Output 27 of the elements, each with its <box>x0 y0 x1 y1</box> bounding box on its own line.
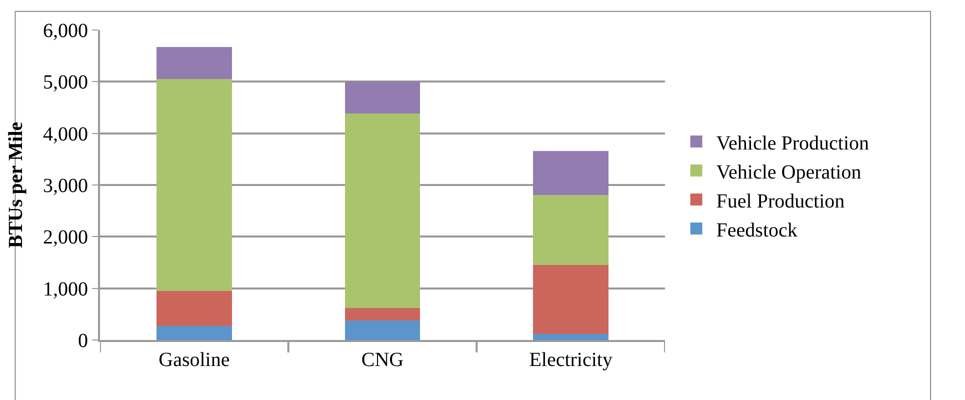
y-tick-label: 5,000 <box>43 72 88 94</box>
x-tick-label: Electricity <box>529 349 612 371</box>
bar <box>533 195 608 265</box>
bar <box>344 320 420 340</box>
bar <box>156 326 232 340</box>
x-tick-label: Gasoline <box>158 349 230 371</box>
legend-label: Vehicle Production <box>716 132 870 154</box>
y-axis-title: BTUs per Mile <box>5 122 27 248</box>
y-tick-label: 3,000 <box>43 175 88 197</box>
bar <box>344 82 420 114</box>
bar <box>533 151 608 196</box>
y-tick-label: 4,000 <box>43 123 88 146</box>
bar <box>344 114 420 308</box>
y-tick-label: 2,000 <box>43 226 88 249</box>
bar <box>156 47 232 80</box>
legend-label: Vehicle Operation <box>716 161 862 184</box>
y-tick-label: 1,000 <box>43 278 88 300</box>
bar <box>533 264 608 334</box>
bar <box>156 79 232 291</box>
y-tick-label: 0 <box>78 330 88 352</box>
bar <box>533 334 608 340</box>
bar <box>344 308 420 320</box>
bar <box>156 290 232 326</box>
legend-label: Feedstock <box>716 219 798 242</box>
y-tick-label: 6,000 <box>43 20 88 42</box>
legend-label: Fuel Production <box>716 190 845 212</box>
x-tick-label: CNG <box>361 349 404 371</box>
